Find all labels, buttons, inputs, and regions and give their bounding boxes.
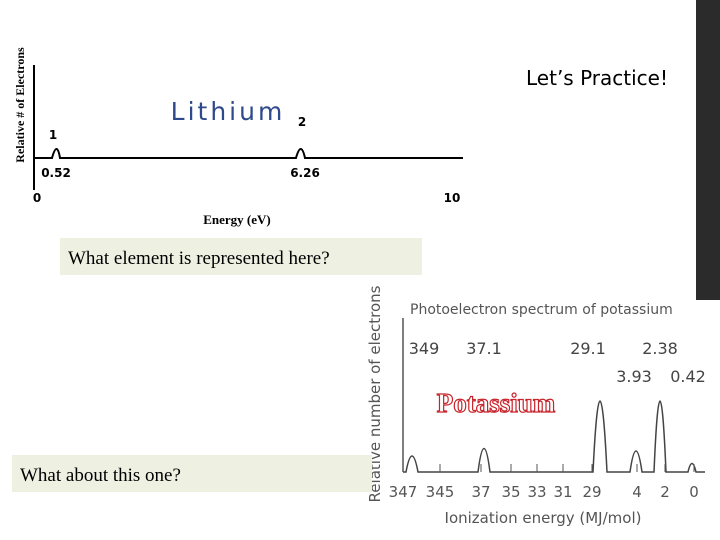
peak-label: 37.1 — [466, 339, 502, 358]
axis-label: 10 — [444, 191, 461, 205]
x-label: Energy (eV) — [203, 212, 271, 227]
answer: Lithium — [171, 97, 286, 126]
x-tick-label: 31 — [553, 483, 572, 501]
question-box — [12, 455, 372, 492]
image-panel — [356, 300, 720, 540]
x-label: Ionization energy (MJ/mol) — [445, 509, 642, 527]
x-tick-label: 347 — [389, 483, 418, 501]
spectrum-1: Relative # of Electrons Lithium 1 2 0.52… — [13, 47, 463, 275]
header: Photoelectron spectrum of potassium — [410, 302, 673, 318]
peak-energy: 0.52 — [41, 166, 71, 180]
peak-label: 29.1 — [570, 339, 606, 358]
x-tick-label: 35 — [501, 483, 520, 501]
x-tick-label: 37 — [471, 483, 490, 501]
side-strip — [696, 0, 720, 330]
x-tick-label: 0 — [689, 483, 699, 501]
peak-label: 2.38 — [642, 339, 678, 358]
x-tick-label: 29 — [582, 483, 601, 501]
x-tick-label: 345 — [426, 483, 455, 501]
peak-label: 0.42 — [670, 367, 706, 386]
question: What about this one? — [20, 465, 181, 486]
answer: Potassium — [437, 388, 556, 418]
y-label: Relative number of electrons — [366, 285, 384, 502]
peak-energy: 6.26 — [290, 166, 320, 180]
peak-label: 3.93 — [616, 367, 652, 386]
x-tick-label: 4 — [632, 483, 642, 501]
question-box — [60, 238, 422, 275]
slide-title: Let’s Practice! — [526, 66, 668, 90]
y-label: Relative # of Electrons — [13, 47, 27, 163]
x-tick-label: 33 — [527, 483, 546, 501]
question: What element is represented here? — [68, 248, 330, 269]
peak-number: 2 — [298, 115, 306, 129]
spectrum-line — [403, 400, 705, 473]
axis-label: 0 — [33, 191, 41, 205]
peak-number: 1 — [49, 128, 57, 142]
spectrum-line — [34, 148, 463, 159]
x-tick-label: 2 — [660, 483, 670, 501]
peak-label: 349 — [409, 339, 440, 358]
spectrum-2: Photoelectron spectrum of potassium Rela… — [12, 285, 720, 540]
